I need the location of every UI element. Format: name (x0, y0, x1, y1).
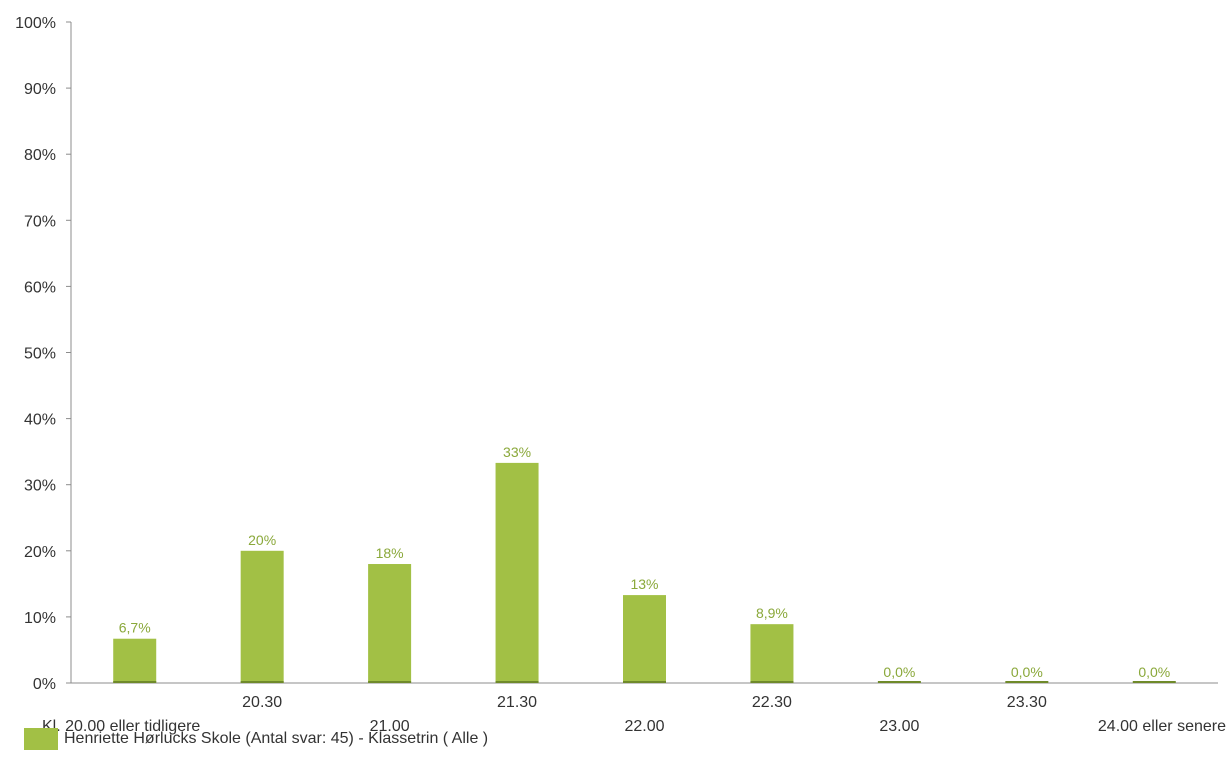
x-tick-label: 24.00 eller senere (1098, 718, 1226, 735)
data-label: 20% (248, 532, 276, 548)
bar-baseline (877, 681, 921, 683)
bar (495, 462, 539, 683)
x-tick-label: Kl. 20.00 eller tidligere (42, 718, 200, 735)
y-tick-label: 60% (24, 279, 56, 296)
legend-swatch (24, 728, 58, 750)
y-tick-label: 20% (24, 544, 56, 561)
data-label: 0,0% (1011, 664, 1043, 680)
bar (368, 564, 412, 683)
data-label: 8,9% (756, 605, 788, 621)
bar-baseline (368, 681, 412, 683)
bar (623, 595, 666, 683)
data-label: 18% (376, 545, 404, 561)
x-tick-label: 23.00 (879, 718, 919, 735)
y-tick-label: 0% (33, 676, 56, 693)
bar-baseline (1005, 681, 1049, 683)
legend-label: Henriette Hørlucks Skole (Antal svar: 45… (64, 730, 489, 747)
data-label: 13% (630, 576, 658, 592)
bar (113, 638, 157, 683)
y-tick-label: 70% (24, 213, 56, 230)
data-label: 0,0% (1138, 664, 1170, 680)
y-tick-label: 10% (24, 610, 56, 627)
bar (240, 550, 284, 683)
x-tick-label: 23.30 (1007, 694, 1047, 711)
legend: Henriette Hørlucks Skole (Antal svar: 45… (24, 727, 488, 751)
bar-baseline (750, 681, 794, 683)
y-tick-label: 30% (24, 478, 56, 495)
data-label: 6,7% (119, 620, 151, 636)
bar (750, 624, 794, 683)
y-tick-label: 80% (24, 147, 56, 164)
bar-baseline (240, 681, 284, 683)
y-tick-label: 90% (24, 81, 56, 98)
x-tick-label: 21.00 (370, 718, 410, 735)
bar-baseline (495, 681, 539, 683)
y-tick-label: 50% (24, 346, 56, 363)
bar-baseline (623, 681, 666, 683)
data-label: 33% (503, 444, 531, 460)
y-tick-label: 40% (24, 412, 56, 429)
x-tick-label: 21.30 (497, 694, 537, 711)
y-tick-label: 100% (15, 15, 56, 32)
bar-baseline (113, 681, 157, 683)
bar-baseline (1132, 681, 1176, 683)
x-tick-label: 20.30 (242, 694, 282, 711)
x-tick-label: 22.00 (624, 718, 664, 735)
x-tick-label: 22.30 (752, 694, 792, 711)
data-label: 0,0% (883, 664, 915, 680)
